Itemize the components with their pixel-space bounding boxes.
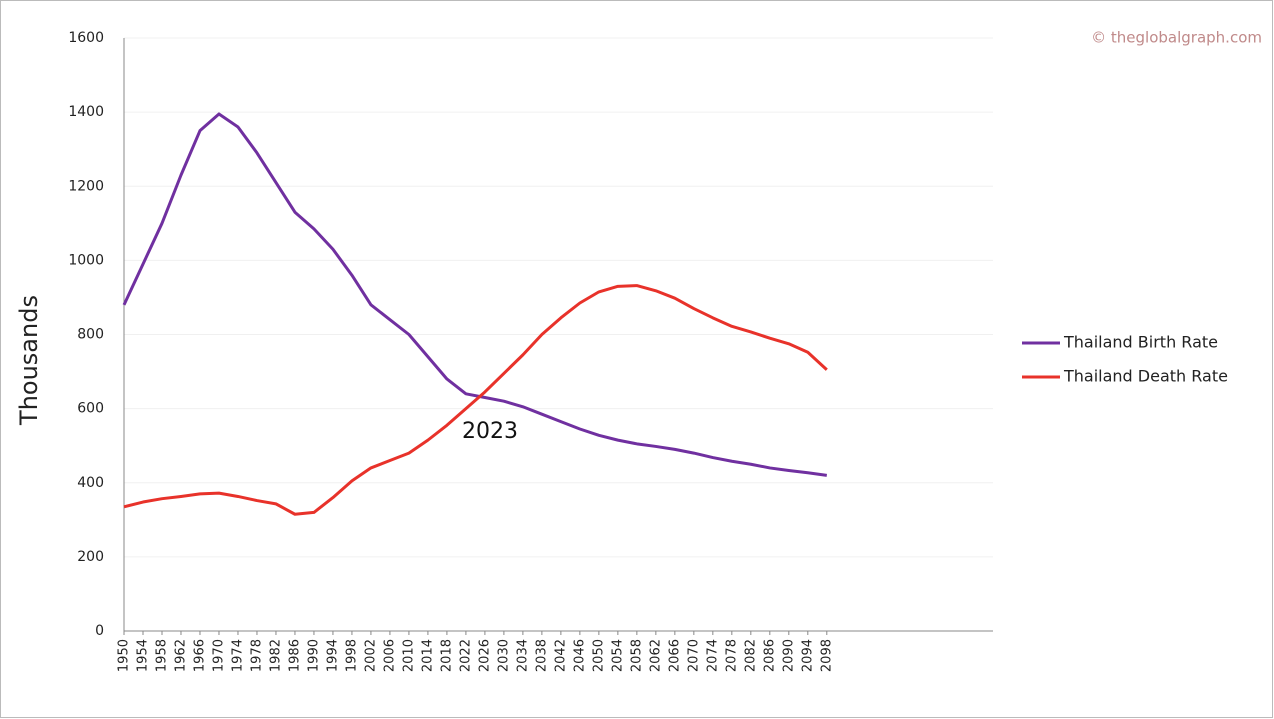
x-tick-label: 2030 [496,639,511,672]
annotation: 2023 [462,419,518,444]
x-tick-label: 1950 [117,639,132,672]
x-tick-label: 2094 [800,639,815,672]
x-tick-label: 2098 [819,639,834,672]
x-tick-label: 1986 [287,639,302,672]
x-tick-label: 1974 [230,639,245,672]
x-tick-label: 2066 [667,639,682,672]
x-tick-label: 1998 [344,639,359,672]
y-tick-label: 1400 [68,104,104,120]
x-tick-label: 2062 [648,639,663,672]
x-tick-label: 2026 [477,639,492,672]
x-tick-label: 2006 [382,639,397,672]
x-tick-label: 2038 [534,639,549,672]
x-tick-label: 2014 [420,639,435,672]
x-tick-label: 2002 [363,639,378,672]
x-tick-label: 1970 [211,639,226,672]
y-tick-label: 200 [77,549,104,565]
y-axis-label: Thousands [15,295,43,426]
x-tick-label: 2070 [686,639,701,672]
x-tick-label: 2042 [553,639,568,672]
x-tick-label: 2058 [629,639,644,672]
x-tick-label: 1990 [306,639,321,672]
x-tick-label: 1954 [135,639,150,672]
y-tick-label: 0 [95,623,104,639]
legend-label: Thailand Death Rate [1063,367,1228,386]
y-tick-label: 400 [77,475,104,491]
x-tick-label: 1958 [154,639,169,672]
y-tick-label: 800 [77,327,104,343]
x-tick-label: 1978 [249,639,264,672]
x-tick-label: 2034 [515,639,530,672]
x-tick-label: 2074 [705,639,720,672]
y-tick-label: 1200 [68,178,104,194]
x-tick-label: 2046 [572,639,587,672]
x-tick-label: 2010 [401,639,416,672]
x-tick-label: 1966 [192,639,207,672]
y-tick-label: 1000 [68,252,104,268]
y-tick-label: 1600 [68,30,104,46]
x-tick-label: 1994 [325,639,340,672]
x-tick-label: 2050 [591,639,606,672]
x-tick-label: 2090 [781,639,796,672]
x-tick-label: 1982 [268,639,283,672]
y-tick-label: 600 [77,401,104,417]
x-tick-label: 2082 [743,639,758,672]
x-tick-label: 2018 [439,639,454,672]
series-line [123,284,828,516]
x-tick-label: 2086 [762,639,777,672]
x-tick-label: 2054 [610,639,625,672]
x-tick-label: 2022 [458,639,473,672]
legend-label: Thailand Birth Rate [1063,333,1218,352]
x-tick-label: 1962 [173,639,188,672]
x-tick-label: 2078 [724,639,739,672]
series-line [122,112,828,477]
watermark: © theglobalgraph.com [1091,29,1262,47]
